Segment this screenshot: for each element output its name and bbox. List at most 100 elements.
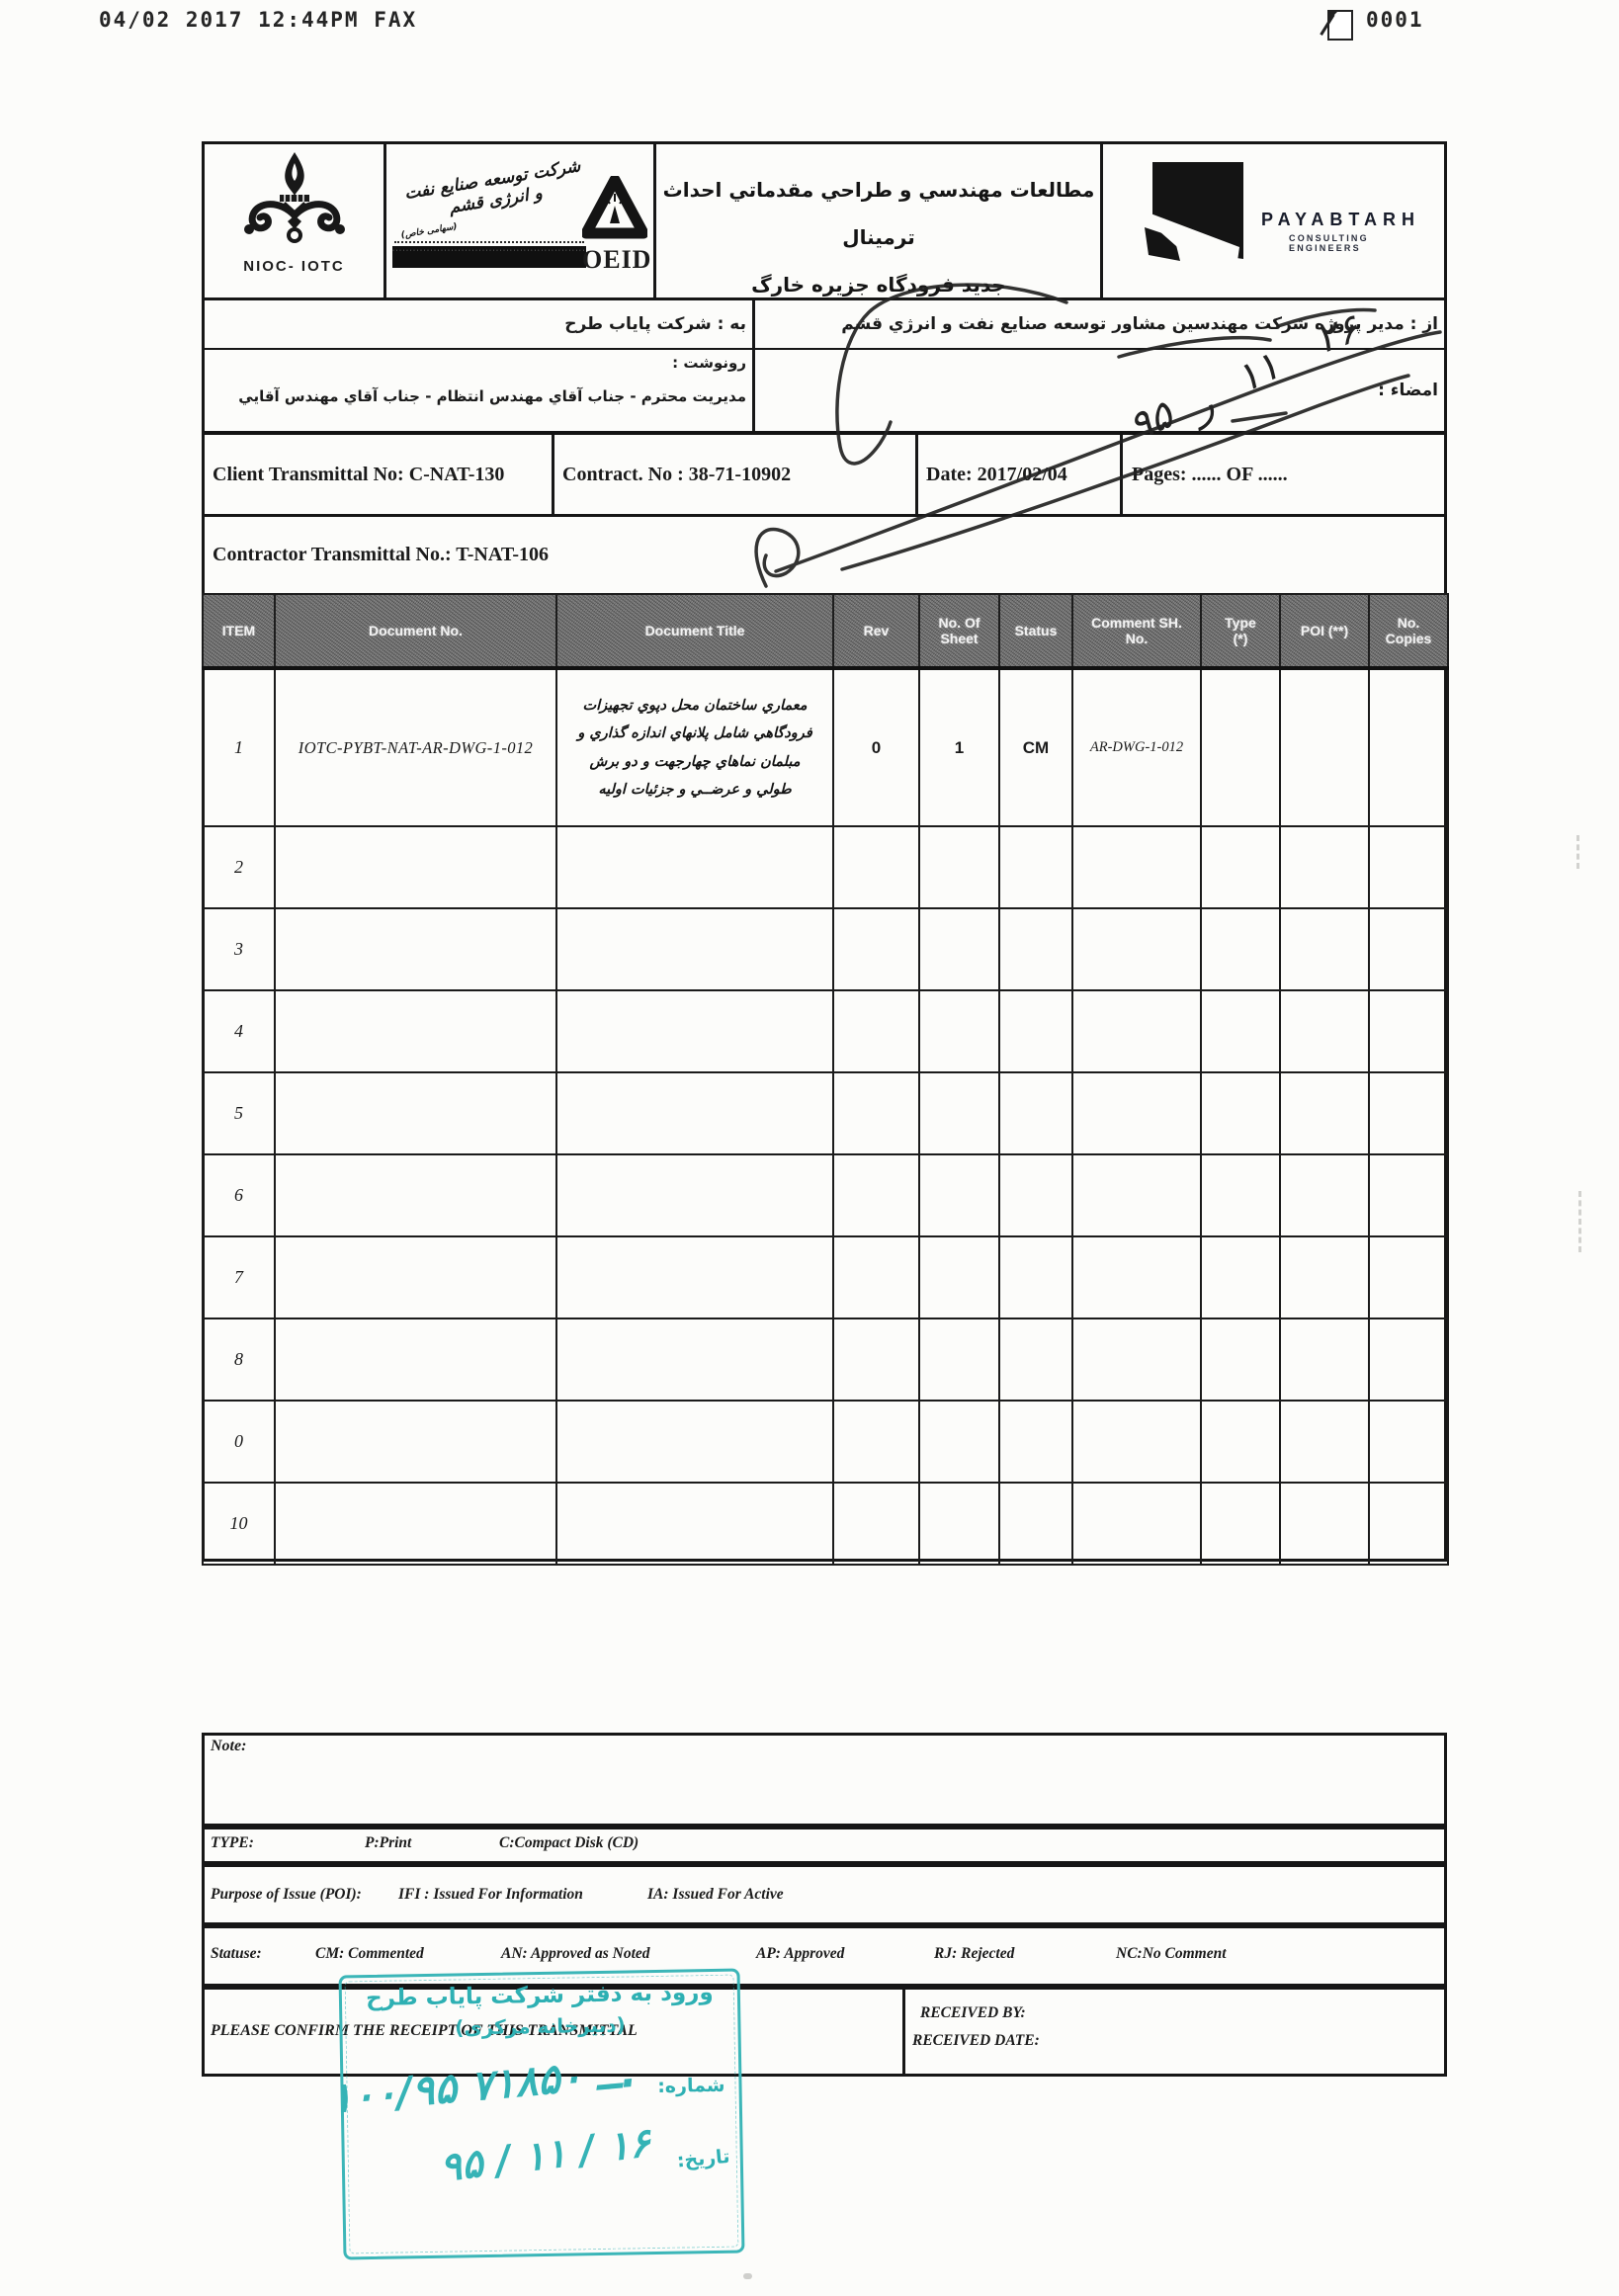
poi-label: Purpose of Issue (POI): xyxy=(211,1886,362,1903)
cell-item: 4 xyxy=(202,989,276,1073)
project-title: مطالعات مهندسي و طراحي مقدماتي احداث ترم… xyxy=(657,166,1100,308)
status-item: AP: Approved xyxy=(756,1945,845,1962)
status-item: NC:No Comment xyxy=(1116,1945,1227,1962)
cell-status xyxy=(998,1235,1073,1319)
column-header-9: No. Copies xyxy=(1368,593,1449,670)
payabtarh-logo-cell: PAYABTARH CONSULTING ENGINEERS xyxy=(1103,144,1444,298)
cell-status xyxy=(998,1071,1073,1155)
cell-doc-title xyxy=(555,989,834,1073)
stamp-line1: ورود به دفتر شرکت پایاب طرح xyxy=(365,1979,714,2012)
from-line: از : مدير پروژه شركت مهندسين مشاور توسعه… xyxy=(841,314,1438,334)
cell-item: 7 xyxy=(202,1235,276,1319)
poi-legend-box: Purpose of Issue (POI): IFI : Issued For… xyxy=(202,1861,1447,1928)
cell-poi xyxy=(1279,1400,1370,1484)
oeid-triangle-icon xyxy=(582,176,647,239)
cell-comment-sh-no xyxy=(1071,1400,1202,1484)
note-box: Note: xyxy=(202,1733,1447,1829)
cell-doc-no: IOTC-PYBT-NAT-AR-DWG-1-012 xyxy=(274,667,557,827)
scan-speck xyxy=(743,2273,752,2279)
table-header-row: ITEM Document No. Document Title Rev No. Of … xyxy=(202,593,1449,670)
client-transmittal-row: Client Transmittal No: C-NAT-130 Contrac… xyxy=(205,435,1444,517)
cell-comment-sh-no xyxy=(1071,1071,1202,1155)
type-item: C:Compact Disk (CD) xyxy=(499,1834,639,1851)
divider xyxy=(915,435,918,514)
stamp-number-handwriting: ۱۰۰/۹۵ ــ ۷۱۸۵۰. xyxy=(327,2047,639,2123)
cell-comment-sh-no: AR-DWG-1-012 xyxy=(1071,667,1202,827)
handwritten-signature: ۹۵ ر ۱۱ ۲۶ xyxy=(754,283,1442,588)
cell-comment-sh-no xyxy=(1071,825,1202,909)
cell-rev xyxy=(832,1482,920,1566)
cell-poi xyxy=(1279,1153,1370,1237)
signature-digit: ۱۱ xyxy=(1229,343,1287,402)
cell-rev xyxy=(832,989,920,1073)
type-label: TYPE: xyxy=(211,1834,254,1851)
cell-type xyxy=(1200,1482,1281,1566)
cell-rev xyxy=(832,1400,920,1484)
cell-item: 3 xyxy=(202,907,276,991)
stamp-line2: (دبیرخانه مرکزی) xyxy=(455,2012,626,2040)
cell-copies xyxy=(1368,1071,1449,1155)
cell-doc-no xyxy=(274,1318,557,1402)
cell-rev xyxy=(832,1071,920,1155)
cell-doc-title xyxy=(555,1235,834,1319)
cell-status xyxy=(998,1318,1073,1402)
stamp-date-handwriting: ۹۵ / ۱۱ / ۱۶ xyxy=(437,2120,653,2191)
to-line: به : شركت پاياب طرح xyxy=(564,314,746,334)
cell-item: 8 xyxy=(202,1318,276,1402)
cell-doc-no xyxy=(274,1400,557,1484)
scan-artifact xyxy=(1578,1191,1581,1252)
fax-timestamp: 04/02 2017 12:44PM FAX xyxy=(99,8,418,32)
cc-label: رونوشت : xyxy=(672,354,746,372)
cell-status xyxy=(998,1400,1073,1484)
cell-status xyxy=(998,989,1073,1073)
signature-label: امضاء : xyxy=(1378,381,1438,400)
cell-doc-title xyxy=(555,1400,834,1484)
cell-sheets xyxy=(918,989,1000,1073)
cell-copies xyxy=(1368,1153,1449,1237)
divider xyxy=(902,1987,905,2074)
cell-poi xyxy=(1279,825,1370,909)
cell-rev xyxy=(832,825,920,909)
cell-doc-title xyxy=(555,1318,834,1402)
nioc-iotc-caption: NIOC- IOTC xyxy=(243,258,345,275)
cell-sheets xyxy=(918,825,1000,909)
cell-sheets xyxy=(918,1482,1000,1566)
payabtarh-subtitle: CONSULTING ENGINEERS xyxy=(1289,233,1369,253)
stamp-date-label: تاریخ: xyxy=(676,2145,731,2172)
cell-sheets xyxy=(918,1071,1000,1155)
nioc-iotc-logo-icon xyxy=(244,152,345,243)
cell-type xyxy=(1200,1235,1281,1319)
status-label: Statuse: xyxy=(211,1945,262,1962)
type-legend-box: TYPE: P:Print C:Compact Disk (CD) xyxy=(202,1824,1447,1867)
cell-type xyxy=(1200,1153,1281,1237)
cell-poi xyxy=(1279,989,1370,1073)
cell-doc-no xyxy=(274,1153,557,1237)
status-item: AN: Approved as Noted xyxy=(501,1945,650,1962)
cell-type xyxy=(1200,825,1281,909)
type-item: P:Print xyxy=(365,1834,412,1851)
cell-comment-sh-no xyxy=(1071,1318,1202,1402)
routing-row: به : شركت پاياب طرح از : مدير پروژه شركت… xyxy=(205,300,1444,350)
contractor-transmittal-no: Contractor Transmittal No.: T-NAT-106 xyxy=(213,544,549,565)
oeid-wordmark: OEID xyxy=(582,245,652,274)
transmittal-form: NIOC- IOTC شرکت توسعه صنایع نفت و انرژی … xyxy=(202,141,1449,1566)
cell-type xyxy=(1200,907,1281,991)
oeid-logo-cell: شرکت توسعه صنایع نفت و انرژی قشم (سهامی … xyxy=(386,144,653,298)
column-header-1: Document No. xyxy=(274,593,557,670)
cell-sheets xyxy=(918,907,1000,991)
cell-poi xyxy=(1279,1318,1370,1402)
project-title-line1: مطالعات مهندسي و طراحي مقدماتي احداث ترم… xyxy=(662,178,1095,249)
cell-copies xyxy=(1368,825,1449,909)
divider xyxy=(1120,435,1123,514)
cell-type xyxy=(1200,989,1281,1073)
column-header-7: Type (*) xyxy=(1200,593,1281,670)
cell-status xyxy=(998,1482,1073,1566)
cell-status xyxy=(998,907,1073,991)
cell-doc-no xyxy=(274,1482,557,1566)
table-row: 6 xyxy=(202,1153,1449,1237)
cell-copies xyxy=(1368,907,1449,991)
cell-doc-title xyxy=(555,1071,834,1155)
cell-item: 0 xyxy=(202,1400,276,1484)
cell-rev xyxy=(832,1235,920,1319)
cell-item: 5 xyxy=(202,1071,276,1155)
